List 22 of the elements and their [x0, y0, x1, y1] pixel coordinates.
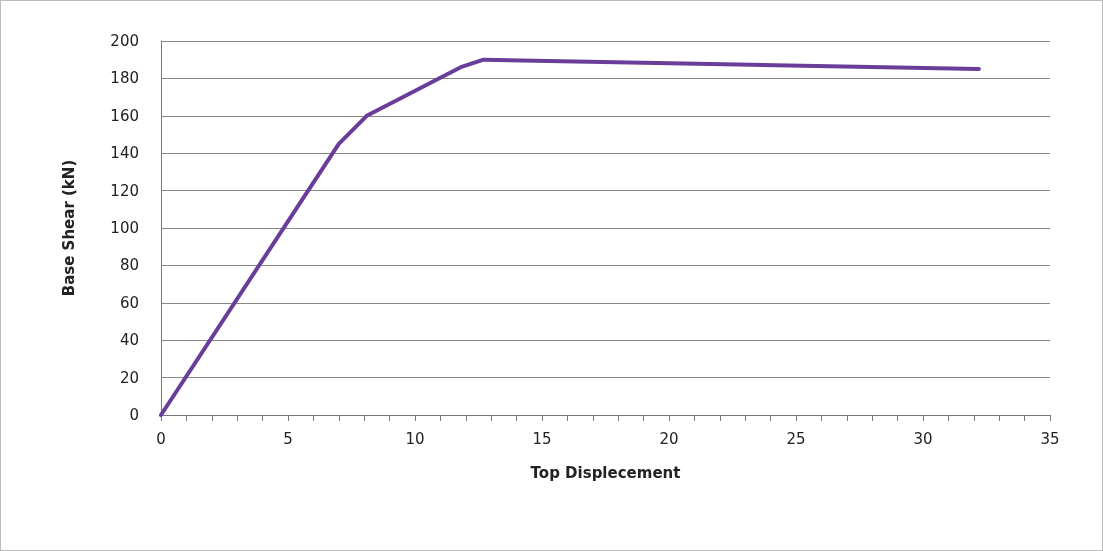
x-tick-label: 20 [659, 429, 679, 448]
x-tick-label: 10 [405, 429, 425, 448]
x-tick-label: 0 [156, 429, 166, 448]
y-tick-label: 60 [119, 293, 139, 312]
x-tick-label: 15 [532, 429, 552, 448]
y-tick-label: 160 [110, 106, 139, 125]
y-tick-label: 180 [110, 69, 139, 88]
y-tick-label: 20 [119, 368, 139, 387]
x-axis-title: Top Displecement [530, 463, 681, 482]
x-tick-label: 35 [1040, 429, 1060, 448]
y-axis-title: Base Shear (kN) [59, 159, 78, 297]
x-tick-label: 25 [786, 429, 806, 448]
line-series [159, 57, 981, 417]
y-tick-label: 200 [110, 32, 139, 50]
y-tick-label: 0 [129, 406, 139, 424]
y-tick-label: 120 [110, 181, 139, 200]
y-tick-label: 40 [119, 331, 139, 350]
y-tick-label: 100 [110, 219, 139, 237]
x-tick-label: 30 [913, 429, 933, 448]
x-tick-label: 5 [283, 429, 293, 448]
y-tick-label: 140 [110, 144, 139, 163]
y-tick-label: 80 [119, 256, 139, 275]
